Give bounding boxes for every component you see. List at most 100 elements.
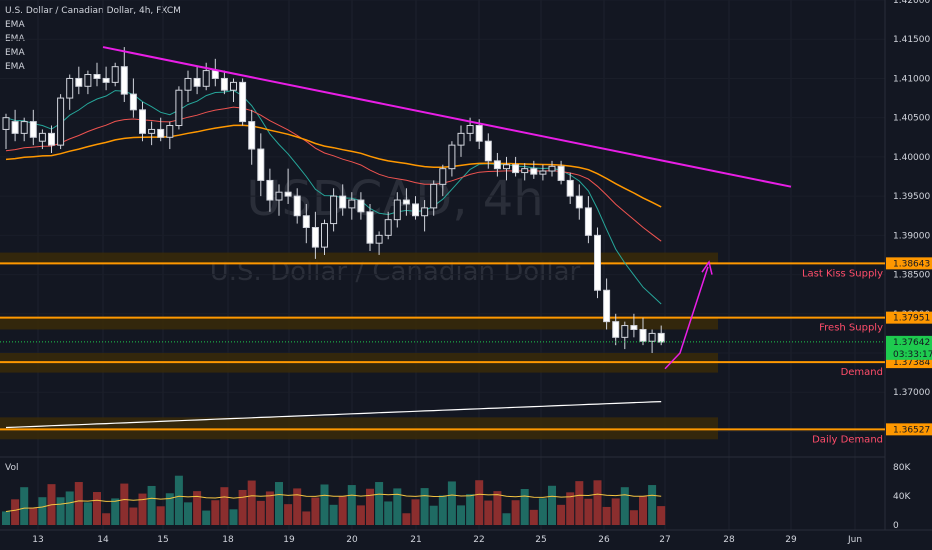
zone-label: Daily Demand bbox=[812, 434, 883, 445]
candle-body[interactable] bbox=[321, 223, 328, 248]
legend-title[interactable]: U.S. Dollar / Canadian Dollar, 4h, FXCM bbox=[5, 6, 181, 16]
candle-body[interactable] bbox=[357, 199, 365, 213]
volume-bar bbox=[648, 485, 657, 525]
candle-body[interactable] bbox=[430, 183, 438, 209]
legend-ema-4[interactable]: EMA bbox=[5, 62, 25, 72]
candle-body[interactable] bbox=[648, 332, 656, 342]
candle-body[interactable] bbox=[202, 70, 210, 87]
candle-body[interactable] bbox=[530, 168, 538, 175]
volume-bar bbox=[420, 488, 429, 525]
candle-body[interactable] bbox=[2, 117, 10, 130]
candle-body[interactable] bbox=[139, 109, 146, 134]
candle-body[interactable] bbox=[302, 215, 310, 228]
candle-body[interactable] bbox=[220, 77, 228, 91]
candle-body[interactable] bbox=[384, 219, 392, 236]
candle-body[interactable] bbox=[412, 203, 419, 217]
candle-body[interactable] bbox=[348, 199, 356, 209]
candle-body[interactable] bbox=[193, 77, 201, 87]
candle-body[interactable] bbox=[120, 66, 128, 95]
candle-body[interactable] bbox=[612, 321, 620, 338]
candle-body[interactable] bbox=[75, 77, 83, 87]
candle-body[interactable] bbox=[603, 289, 611, 323]
candle-body[interactable] bbox=[339, 195, 347, 209]
candle-body[interactable] bbox=[393, 199, 401, 221]
candle-body[interactable] bbox=[211, 70, 219, 79]
candle-body[interactable] bbox=[521, 168, 529, 174]
candle-body[interactable] bbox=[166, 125, 174, 138]
volume-bar bbox=[320, 484, 329, 525]
candle-body[interactable] bbox=[257, 148, 265, 181]
candle-body[interactable] bbox=[557, 165, 565, 181]
volume-bar bbox=[174, 475, 183, 525]
candle-body[interactable] bbox=[57, 97, 65, 146]
volume-bar bbox=[538, 498, 547, 525]
candle-body[interactable] bbox=[111, 66, 119, 83]
legend-ema-3[interactable]: EMA bbox=[5, 48, 25, 58]
candle-body[interactable] bbox=[129, 93, 137, 111]
candle-body[interactable] bbox=[48, 132, 55, 146]
candle-body[interactable] bbox=[421, 207, 429, 217]
candle-body[interactable] bbox=[539, 170, 547, 175]
volume-bar bbox=[165, 493, 174, 525]
candle-body[interactable] bbox=[493, 160, 501, 170]
candle-body[interactable] bbox=[330, 195, 338, 225]
y-tick-label: 1.40500 bbox=[893, 114, 930, 124]
volume-bar bbox=[657, 506, 666, 525]
candle-body[interactable] bbox=[275, 191, 283, 201]
trendline-resistance[interactable] bbox=[102, 46, 792, 188]
volume-pane-label[interactable]: Vol bbox=[5, 463, 19, 473]
volume-bar bbox=[502, 513, 511, 525]
x-tick-label: 22 bbox=[473, 535, 484, 545]
candle-body[interactable] bbox=[375, 234, 383, 244]
candle-body[interactable] bbox=[630, 325, 638, 330]
candle-body[interactable] bbox=[566, 179, 574, 197]
candle-body[interactable] bbox=[548, 165, 556, 172]
candle-body[interactable] bbox=[239, 81, 247, 123]
candle-body[interactable] bbox=[230, 81, 237, 91]
candle-body[interactable] bbox=[284, 191, 292, 197]
candle-body[interactable] bbox=[503, 164, 510, 170]
candle-body[interactable] bbox=[293, 195, 301, 217]
candle-body[interactable] bbox=[102, 77, 110, 83]
candle-body[interactable] bbox=[93, 74, 101, 79]
candle-body[interactable] bbox=[11, 121, 19, 134]
candle-body[interactable] bbox=[439, 168, 447, 185]
candle-body[interactable] bbox=[448, 144, 456, 170]
candle-body[interactable] bbox=[639, 328, 647, 342]
candle-body[interactable] bbox=[157, 128, 165, 138]
candle-body[interactable] bbox=[657, 332, 665, 343]
candle-body[interactable] bbox=[621, 325, 629, 338]
candle-body[interactable] bbox=[584, 207, 592, 236]
volume-bar bbox=[102, 513, 111, 525]
candle-body[interactable] bbox=[457, 132, 465, 146]
candle-body[interactable] bbox=[366, 211, 374, 244]
legend-ema-1[interactable]: EMA bbox=[5, 20, 25, 30]
candle-body[interactable] bbox=[38, 132, 46, 142]
candle-body[interactable] bbox=[402, 199, 410, 205]
candle-body[interactable] bbox=[266, 179, 274, 201]
candle-body[interactable] bbox=[248, 121, 256, 150]
candle-body[interactable] bbox=[148, 128, 156, 134]
candle-body[interactable] bbox=[311, 227, 319, 248]
x-tick-label: 28 bbox=[723, 535, 735, 545]
candle-body[interactable] bbox=[484, 140, 492, 162]
candle-body[interactable] bbox=[29, 121, 37, 138]
candle-body[interactable] bbox=[475, 125, 483, 142]
candle-body[interactable] bbox=[594, 234, 601, 291]
candle-body[interactable] bbox=[20, 121, 28, 134]
x-tick-label: Jun bbox=[847, 535, 862, 545]
candle-body[interactable] bbox=[575, 195, 583, 209]
volume-bar bbox=[329, 504, 338, 525]
candle-body[interactable] bbox=[184, 77, 192, 91]
candle-body[interactable] bbox=[66, 77, 74, 99]
x-tick-label: 19 bbox=[283, 535, 295, 545]
zone-label: Demand bbox=[841, 367, 883, 378]
candle-body[interactable] bbox=[84, 74, 92, 87]
candle-body[interactable] bbox=[512, 164, 520, 174]
candle-body[interactable] bbox=[175, 89, 183, 127]
volume-bar bbox=[211, 500, 220, 525]
candle-body[interactable] bbox=[466, 125, 474, 134]
volume-bar bbox=[93, 492, 101, 525]
volume-bar bbox=[429, 505, 438, 525]
